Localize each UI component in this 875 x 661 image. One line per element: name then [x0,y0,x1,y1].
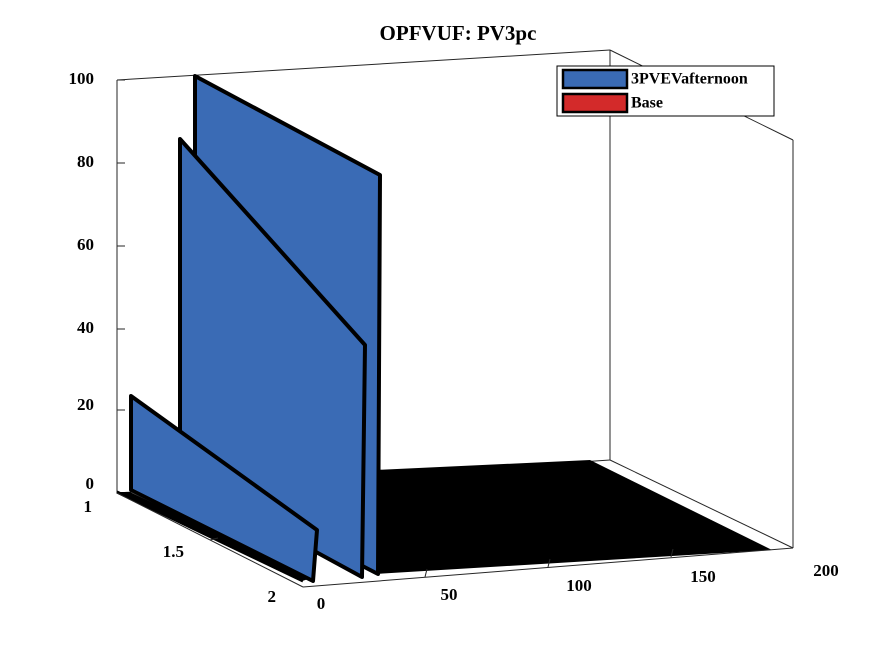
legend-label-3pvevafternoon: 3PVEVafternoon [631,71,748,88]
base-floor-right [375,460,772,574]
box-right-bottom-edge [609,459,794,549]
z-tick-label: 40 [77,318,94,337]
x-tick-label: 200 [813,561,839,580]
y-tick-label: 2 [268,587,277,606]
z-tick-label: 60 [77,235,94,254]
legend-swatch-base [561,92,629,114]
bar-front [129,394,319,583]
x-tick-mark [424,568,428,578]
legend-label-base: Base [631,95,663,112]
y-tick-mark [209,537,219,541]
y-tick-label: 1.5 [163,542,184,561]
x-tick-mark [547,558,551,568]
z-tick-label: 100 [69,69,95,88]
z-tick-label: 0 [86,474,95,493]
x-tick-labels: 0 50 100 150 200 [317,561,839,613]
box-top-edge [116,49,611,81]
z-tick-label: 20 [77,395,94,414]
y-tick-label: 1 [84,497,93,516]
legend: 3PVEVafternoon Base [556,65,775,117]
base-floor-edge [116,490,304,583]
y-tick-labels: 1 1.5 2 [84,497,277,606]
x-axis-line [302,547,794,588]
x-tick-label: 150 [690,567,716,586]
x-tick-label: 100 [566,576,592,595]
base-surface [116,460,772,583]
z-tick-label: 80 [77,152,94,171]
chart-title: OPFVUF: PV3pc [380,21,537,45]
x-tick-label: 50 [441,585,458,604]
bars-layer [129,74,382,583]
x-tick-mark [670,548,674,558]
legend-swatch-3pvevafternoon [561,68,629,90]
z-tick-labels: 100 80 60 40 20 0 [69,69,95,493]
x-tick-label: 0 [317,594,326,613]
tick-marks [117,79,674,578]
